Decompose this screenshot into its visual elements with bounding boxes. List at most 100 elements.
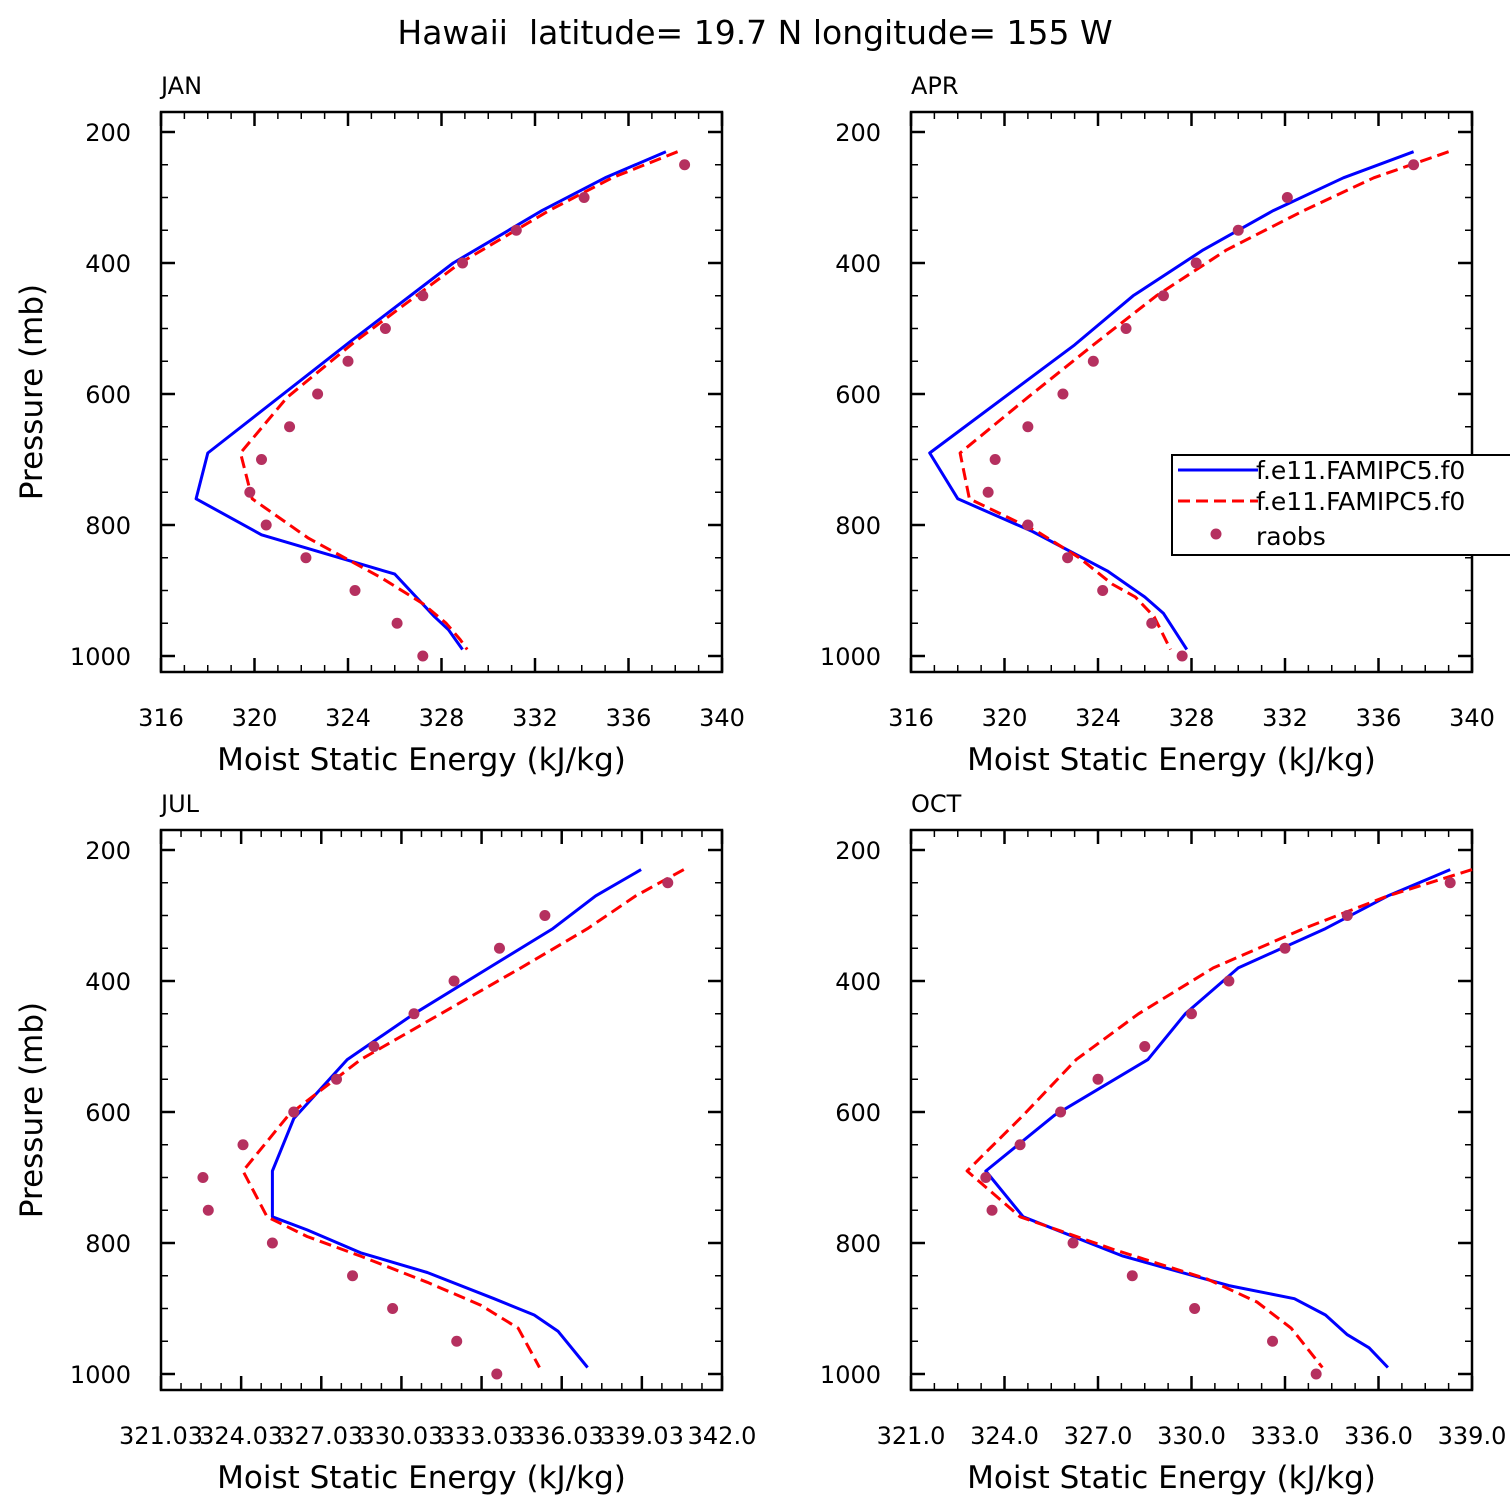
x-tick-label: 324.03 [199,1422,283,1450]
raobs-point [493,942,505,954]
y-tick-label: 800 [835,1230,881,1258]
raobs-point [578,192,590,203]
legend: f.e11.FAMIPC5.f0f.e11.FAMIPC5.f0 raobs [1171,454,1510,556]
raobs-point [256,454,268,465]
x-tick-label: 333.03 [440,1422,524,1450]
y-tick-label: 200 [85,837,131,865]
raobs-point [417,290,429,302]
panel-title: JAN [159,72,202,100]
raobs-point [288,1106,300,1118]
x-tick-label: 336 [1356,704,1402,732]
x-tick-label: 336 [606,704,652,732]
raobs-point [1189,1303,1201,1314]
raobs-point [982,486,994,498]
raobs-point [408,1008,420,1020]
raobs-point [1087,355,1099,367]
raobs-point [379,323,391,334]
raobs-point [989,454,1001,465]
raobs-point [1310,1368,1322,1380]
raobs-point [1055,1106,1067,1118]
raobs-point [1097,585,1109,596]
raobs-point [347,1270,359,1282]
raobs-point [1176,650,1188,662]
y-tick-label: 800 [85,512,131,540]
legend-label: raobs [1256,522,1326,551]
raobs-point [1062,552,1074,564]
raobs-point [1146,617,1158,629]
x-tick-label: 332 [1262,704,1308,732]
x-axis-label: Moist Static Energy (kJ/kg) [217,742,626,778]
x-tick-label: 332 [512,704,558,732]
y-tick-label: 200 [835,119,881,147]
raobs-point [266,1237,278,1249]
panel-jul: JUL321.03324.03327.03330.03333.03336.033… [14,790,756,1496]
model-line-solid [194,150,667,651]
raobs-point [448,975,460,987]
raobs-point [1267,1335,1279,1347]
raobs-point [1341,910,1353,921]
x-tick-label: 316 [138,704,184,732]
raobs-point [417,650,429,662]
x-tick-label: 336.03 [520,1422,604,1450]
raobs-point [1223,975,1235,987]
raobs-point [457,257,469,269]
raobs-point [1067,1237,1079,1249]
raobs-point [391,617,403,629]
panel-title: JUL [159,790,200,818]
raobs-point [284,421,296,433]
y-tick-label: 200 [85,119,131,147]
x-tick-label: 320 [982,704,1028,732]
raobs-point [1126,1270,1138,1282]
raobs-point [1190,257,1202,269]
y-tick-label: 400 [85,968,131,996]
raobs-point [202,1204,214,1216]
raobs-point [312,388,324,400]
y-tick-label: 800 [835,512,881,540]
y-tick-label: 800 [85,1230,131,1258]
y-tick-label: 1000 [70,643,131,671]
x-tick-label: 342.0 [688,1422,757,1450]
raobs-point [451,1335,463,1347]
x-tick-label: 339.0 [1438,1422,1507,1450]
raobs-point [349,585,361,596]
raobs-point [539,910,551,921]
raobs-point [1279,942,1291,954]
x-tick-label: 316 [888,704,934,732]
model-line-dashed [241,868,685,1369]
raobs-point [491,1368,503,1380]
x-tick-label: 333.0 [1251,1422,1320,1450]
raobs-point [260,519,272,531]
x-tick-label: 327.03 [279,1422,363,1450]
raobs-point [342,355,354,367]
x-tick-label: 321.0 [877,1422,946,1450]
x-tick-label: 328 [419,704,465,732]
y-tick-label: 600 [85,1099,131,1127]
raobs-point [387,1303,399,1314]
raobs-point [1139,1041,1151,1052]
plot-frame [909,110,1474,674]
raobs-point [1120,323,1132,334]
x-tick-label: 324.0 [970,1422,1039,1450]
model-line-dashed [965,868,1473,1369]
raobs-point [980,1172,992,1183]
raobs-point [1057,388,1069,400]
model-line-solid [928,150,1415,651]
x-tick-label: 330.03 [359,1422,443,1450]
y-tick-label: 600 [835,1099,881,1127]
raobs-point [1157,290,1169,302]
model-line-dashed [958,150,1450,651]
panel-oct: OCT 321.0 324.0 327.0 330.0 333.0 336.0 339.0 20… [820,790,1506,1496]
x-tick-label: 324 [325,704,371,732]
y-tick-label: 1000 [820,643,881,671]
x-tick-label: 336.0 [1344,1422,1413,1450]
raobs-point [237,1139,249,1151]
y-tick-label: 200 [835,837,881,865]
model-line-solid [270,868,642,1369]
raobs-point [1092,1073,1104,1085]
raobs-point [510,224,522,236]
x-tick-label: 340 [1449,704,1495,732]
main-title: Hawaii latitude= 19.7 N longitude= 155 W [397,13,1112,52]
x-tick-label: 327.0 [1064,1422,1133,1450]
x-tick-label: 324 [1075,704,1121,732]
y-tick-label: 400 [85,250,131,278]
